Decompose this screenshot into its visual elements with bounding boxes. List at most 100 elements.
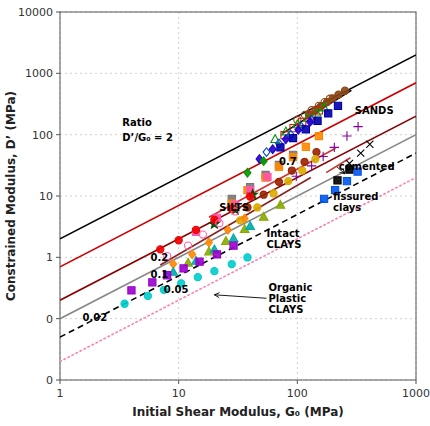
annotation-line: CLAYS bbox=[269, 304, 304, 315]
point bbox=[189, 250, 196, 259]
point bbox=[211, 268, 218, 275]
point bbox=[144, 292, 151, 299]
line bbox=[283, 90, 352, 133]
point bbox=[213, 251, 220, 258]
annotation-line: Intact bbox=[267, 228, 300, 239]
annotation-line: 0.1 bbox=[151, 269, 169, 280]
annotations: Ratio D’/G₀ = 2 0.7 0.2 0.1 0.05 0.02 SANDS SILT… bbox=[83, 105, 395, 323]
annotation-line: D’/G₀ = 2 bbox=[122, 132, 173, 143]
point bbox=[224, 226, 231, 235]
annotation-line: CLAYS bbox=[267, 239, 302, 250]
annotation: Ratio bbox=[122, 117, 152, 128]
annotation-line: 0.2 bbox=[151, 252, 169, 263]
tick-label: 100 bbox=[32, 129, 53, 142]
grid-line bbox=[60, 73, 416, 74]
point bbox=[307, 117, 314, 126]
tick bbox=[56, 134, 60, 135]
point bbox=[285, 177, 292, 184]
tick-label: 0 bbox=[46, 313, 53, 326]
point bbox=[366, 141, 373, 148]
point bbox=[302, 143, 309, 150]
line bbox=[160, 178, 311, 265]
point bbox=[312, 155, 319, 162]
point bbox=[320, 195, 327, 202]
point bbox=[260, 191, 267, 198]
tick-label: 10 bbox=[172, 387, 186, 400]
point bbox=[282, 135, 289, 144]
line bbox=[60, 83, 416, 267]
annotation: OrganicPlasticCLAYS bbox=[269, 282, 313, 315]
point bbox=[326, 95, 333, 102]
point bbox=[301, 158, 308, 165]
point bbox=[259, 212, 268, 220]
annotation: 0.05 bbox=[164, 284, 189, 295]
point bbox=[229, 234, 238, 242]
y-axis-label: Constrained Modulus, D’ (MPa) bbox=[4, 91, 18, 301]
point bbox=[302, 126, 309, 133]
annotation-arrow bbox=[214, 293, 266, 299]
point bbox=[277, 144, 284, 151]
point bbox=[330, 143, 339, 152]
line bbox=[60, 116, 416, 300]
point bbox=[315, 132, 322, 139]
annotation-line: Organic bbox=[269, 282, 313, 293]
point bbox=[149, 279, 156, 286]
point bbox=[314, 117, 321, 124]
point bbox=[312, 108, 321, 116]
plot-frame bbox=[60, 12, 416, 380]
point bbox=[199, 231, 206, 238]
line bbox=[60, 153, 416, 337]
point bbox=[206, 238, 213, 247]
annotation: SANDS bbox=[355, 105, 394, 116]
line bbox=[209, 148, 336, 217]
point bbox=[228, 261, 235, 268]
point bbox=[341, 87, 348, 94]
tick-label: 10 bbox=[39, 190, 53, 203]
point bbox=[264, 173, 271, 180]
tick-label: 1 bbox=[46, 251, 53, 264]
annotation-line: Plastic bbox=[269, 293, 307, 304]
point bbox=[288, 167, 295, 174]
axes: 110100100000110100100010000 bbox=[18, 6, 430, 400]
point bbox=[299, 167, 306, 174]
point bbox=[325, 110, 332, 117]
point bbox=[121, 300, 128, 307]
point bbox=[230, 242, 237, 249]
grid-line bbox=[60, 134, 416, 135]
point bbox=[244, 168, 251, 177]
point bbox=[128, 287, 135, 294]
annotation: 0.1 bbox=[151, 269, 169, 280]
point bbox=[241, 214, 248, 223]
tick-label: 100 bbox=[287, 387, 308, 400]
annotation: fissuredclays bbox=[333, 191, 378, 213]
annotation-line: 0.02 bbox=[83, 312, 108, 323]
annotation: IntactCLAYS bbox=[267, 228, 302, 250]
point bbox=[295, 125, 302, 134]
point bbox=[260, 157, 267, 166]
annotation: 0.7 bbox=[279, 156, 297, 167]
point bbox=[192, 226, 199, 233]
annotation: 0.2 bbox=[151, 252, 169, 263]
annotation-line: 0.05 bbox=[164, 284, 189, 295]
point bbox=[334, 102, 341, 109]
tick-label: 10000 bbox=[18, 6, 53, 19]
grid-line bbox=[178, 12, 179, 380]
tick-label: 1000 bbox=[402, 387, 430, 400]
point bbox=[276, 200, 285, 208]
annotation-line: 0.7 bbox=[279, 156, 297, 167]
point bbox=[289, 134, 296, 141]
point bbox=[175, 237, 182, 244]
tick bbox=[416, 380, 417, 384]
point bbox=[269, 145, 276, 154]
annotation-line: SILTS bbox=[219, 202, 249, 213]
tick bbox=[56, 380, 60, 381]
data bbox=[60, 55, 416, 362]
grid-line bbox=[60, 318, 416, 319]
annotation-line: clays bbox=[333, 202, 361, 213]
tick bbox=[56, 73, 60, 74]
annotation: cemented bbox=[339, 161, 395, 172]
plot-area bbox=[60, 12, 416, 380]
point bbox=[313, 148, 320, 155]
tick bbox=[297, 380, 298, 384]
grid-line bbox=[60, 257, 416, 258]
